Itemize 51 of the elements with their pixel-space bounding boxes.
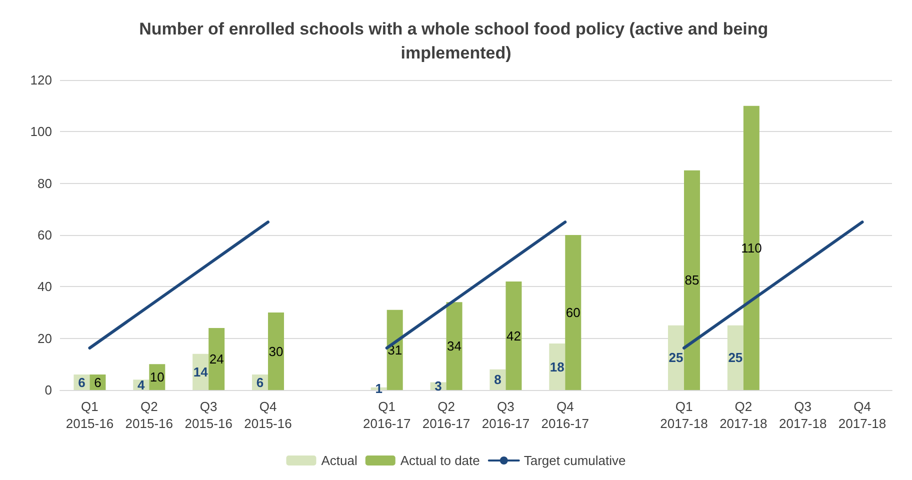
- legend-label: Actual to date: [400, 453, 480, 468]
- x-tick-label: Q4 2017-18: [838, 399, 886, 431]
- bar: [668, 325, 684, 390]
- y-tick-label: 60: [38, 228, 52, 242]
- bar: [565, 235, 582, 390]
- x-tick-label: Q2 2017-18: [720, 399, 768, 431]
- data-label: 25: [668, 350, 684, 366]
- bar: [208, 328, 225, 390]
- x-tick-label: Q4 2016-17: [541, 399, 589, 431]
- bar: [386, 310, 403, 390]
- x-tick-label: Q1 2016-17: [363, 399, 411, 431]
- legend-label: Target cumulative: [524, 453, 626, 468]
- bar: [743, 106, 760, 390]
- legend-label: Actual: [321, 453, 358, 468]
- y-tick-label: 40: [38, 279, 52, 294]
- x-tick-label: Q1 2017-18: [660, 399, 708, 431]
- bar: [268, 312, 284, 390]
- data-label: 24: [209, 352, 224, 366]
- data-label: 42: [506, 328, 521, 344]
- data-label: 10: [150, 370, 164, 385]
- x-tick-label: Q4 2015-16: [244, 399, 292, 431]
- x-tick-label: Q2 2015-16: [125, 399, 173, 431]
- data-label: 14: [193, 364, 209, 380]
- data-label: 3: [434, 378, 442, 394]
- bar: [446, 302, 462, 390]
- bar: [506, 282, 522, 390]
- y-tick-label: 20: [38, 330, 52, 346]
- data-label: 34: [447, 338, 462, 354]
- bar: [727, 325, 744, 390]
- x-tick-label: Q2 2016-17: [422, 399, 470, 431]
- y-tick-label: 80: [38, 176, 52, 191]
- data-label: 60: [566, 305, 580, 320]
- y-tick-label: 120: [30, 72, 52, 88]
- data-label: 8: [494, 372, 502, 388]
- data-label: 25: [728, 350, 743, 366]
- bar: [684, 170, 700, 390]
- x-tick-label: Q3 2015-16: [184, 399, 232, 431]
- data-label: 85: [684, 272, 700, 288]
- y-tick-label: 100: [30, 124, 52, 140]
- x-tick-label: Q3 2016-17: [482, 399, 530, 431]
- chart-title: Number of enrolled schools with a whole school food policy (active and being implemented): [139, 20, 773, 62]
- data-label: 6: [256, 374, 264, 390]
- data-label: 6: [78, 374, 86, 390]
- y-tick-label: 0: [44, 382, 52, 398]
- x-tick-label: Q3 2017-18: [779, 399, 827, 431]
- data-label: 1: [375, 381, 382, 396]
- data-label: 4: [138, 377, 146, 392]
- data-label: 30: [268, 344, 284, 359]
- data-label: 18: [550, 359, 564, 374]
- x-tick-label: Q1 2015-16: [66, 399, 114, 431]
- data-label: 6: [94, 374, 102, 390]
